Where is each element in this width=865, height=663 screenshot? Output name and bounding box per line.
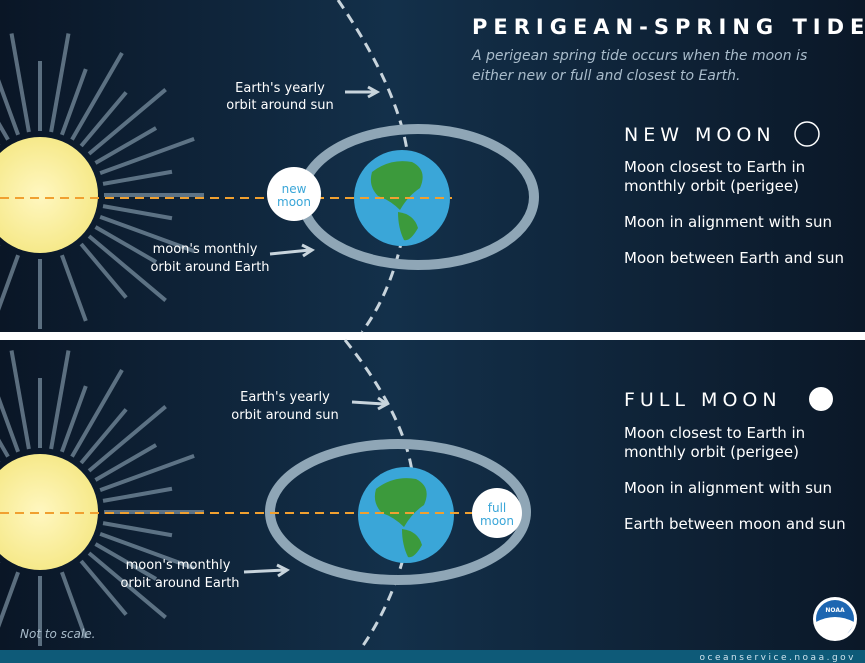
note: Not to scale. (20, 627, 95, 641)
fact: Moon closest to Earth in (624, 424, 805, 442)
fact: Earth between moon and sun (624, 515, 846, 533)
fact: monthly orbit (perigee) (624, 177, 799, 195)
monthly-orbit-label: orbit around Earth (150, 260, 269, 275)
moon-label: new (282, 182, 307, 196)
source: oceanservice.noaa.gov (700, 653, 856, 663)
fact: Moon in alignment with sun (624, 479, 832, 497)
fact: monthly orbit (perigee) (624, 443, 799, 461)
moon-label: full (488, 501, 507, 515)
infographic: new moon Earth's yearly orbit around sun… (0, 0, 865, 663)
monthly-orbit-label: moon's monthly (126, 558, 231, 573)
logo-text: NOAA (825, 607, 845, 614)
subtitle: A perigean spring tide occurs when the m… (471, 48, 807, 64)
subtitle: either new or full and closest to Earth. (472, 68, 740, 84)
heading: FULL MOON (624, 389, 782, 411)
heading: NEW MOON (624, 124, 776, 146)
yearly-orbit-label: Earth's yearly (240, 390, 330, 405)
moon-icon (809, 387, 833, 411)
yearly-orbit-label: orbit around sun (231, 408, 339, 423)
yearly-orbit-label: Earth's yearly (235, 81, 325, 96)
monthly-orbit-label: moon's monthly (153, 242, 258, 257)
moon-label: moon (480, 514, 514, 528)
logo: NOAA (813, 597, 857, 641)
earth (358, 467, 454, 563)
title: PERIGEAN-SPRING TIDE (472, 15, 865, 39)
moon-label: moon (277, 195, 311, 209)
monthly-orbit-label: orbit around Earth (120, 576, 239, 591)
yearly-orbit-label: orbit around sun (226, 98, 334, 113)
fact: Moon between Earth and sun (624, 249, 844, 267)
fact: Moon in alignment with sun (624, 213, 832, 231)
fact: Moon closest to Earth in (624, 158, 805, 176)
